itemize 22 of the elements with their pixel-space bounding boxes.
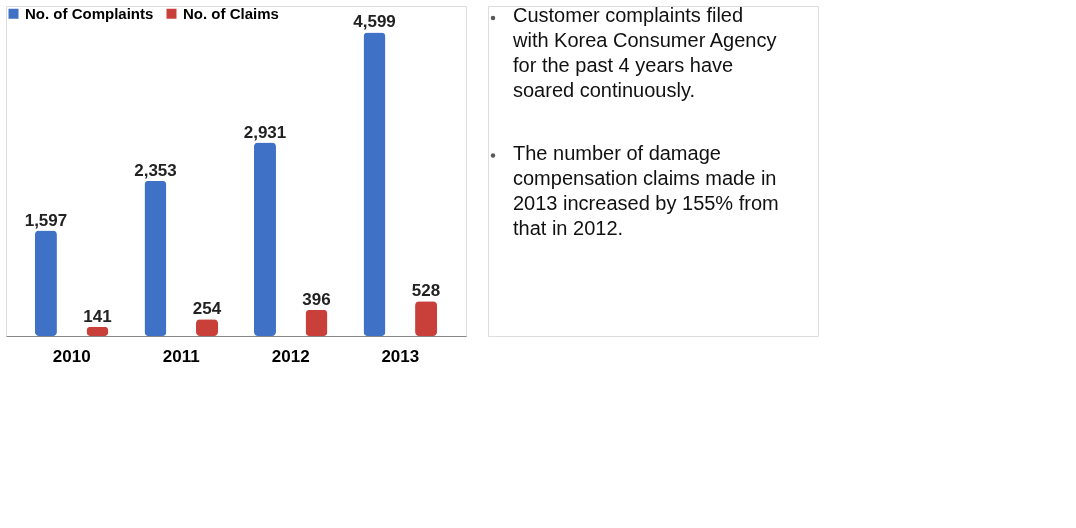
data-label: 2,353 bbox=[134, 160, 177, 180]
text: The number of damage compensation claims made in 2013 increased by 155% from that in 2012. bbox=[513, 141, 779, 239]
bar bbox=[34, 230, 57, 336]
x-tick-label: 2012 bbox=[271, 346, 310, 366]
data-label: 2,931 bbox=[243, 122, 287, 142]
data-label: 141 bbox=[83, 306, 112, 326]
x-tick-label: 2010 bbox=[52, 346, 91, 366]
x-tick-label: 2011 bbox=[162, 346, 200, 366]
bar bbox=[253, 142, 276, 336]
legend-label: No. of Complaints bbox=[25, 4, 154, 22]
data-label: 528 bbox=[411, 281, 441, 301]
data-label: 254 bbox=[192, 299, 222, 319]
data-label: 1,597 bbox=[24, 210, 68, 230]
bar bbox=[363, 32, 386, 336]
data-label: 396 bbox=[302, 289, 331, 309]
bar bbox=[144, 180, 167, 336]
data-label: 4,599 bbox=[353, 12, 396, 32]
legend-label: No. of Claims bbox=[183, 4, 279, 22]
x-tick-label: 2013 bbox=[381, 346, 420, 366]
bar bbox=[415, 301, 438, 336]
text: Customer complaints filed with Korea Consumer Agency for the past 4 years have soared continuously. bbox=[512, 4, 777, 101]
bar bbox=[305, 309, 328, 336]
